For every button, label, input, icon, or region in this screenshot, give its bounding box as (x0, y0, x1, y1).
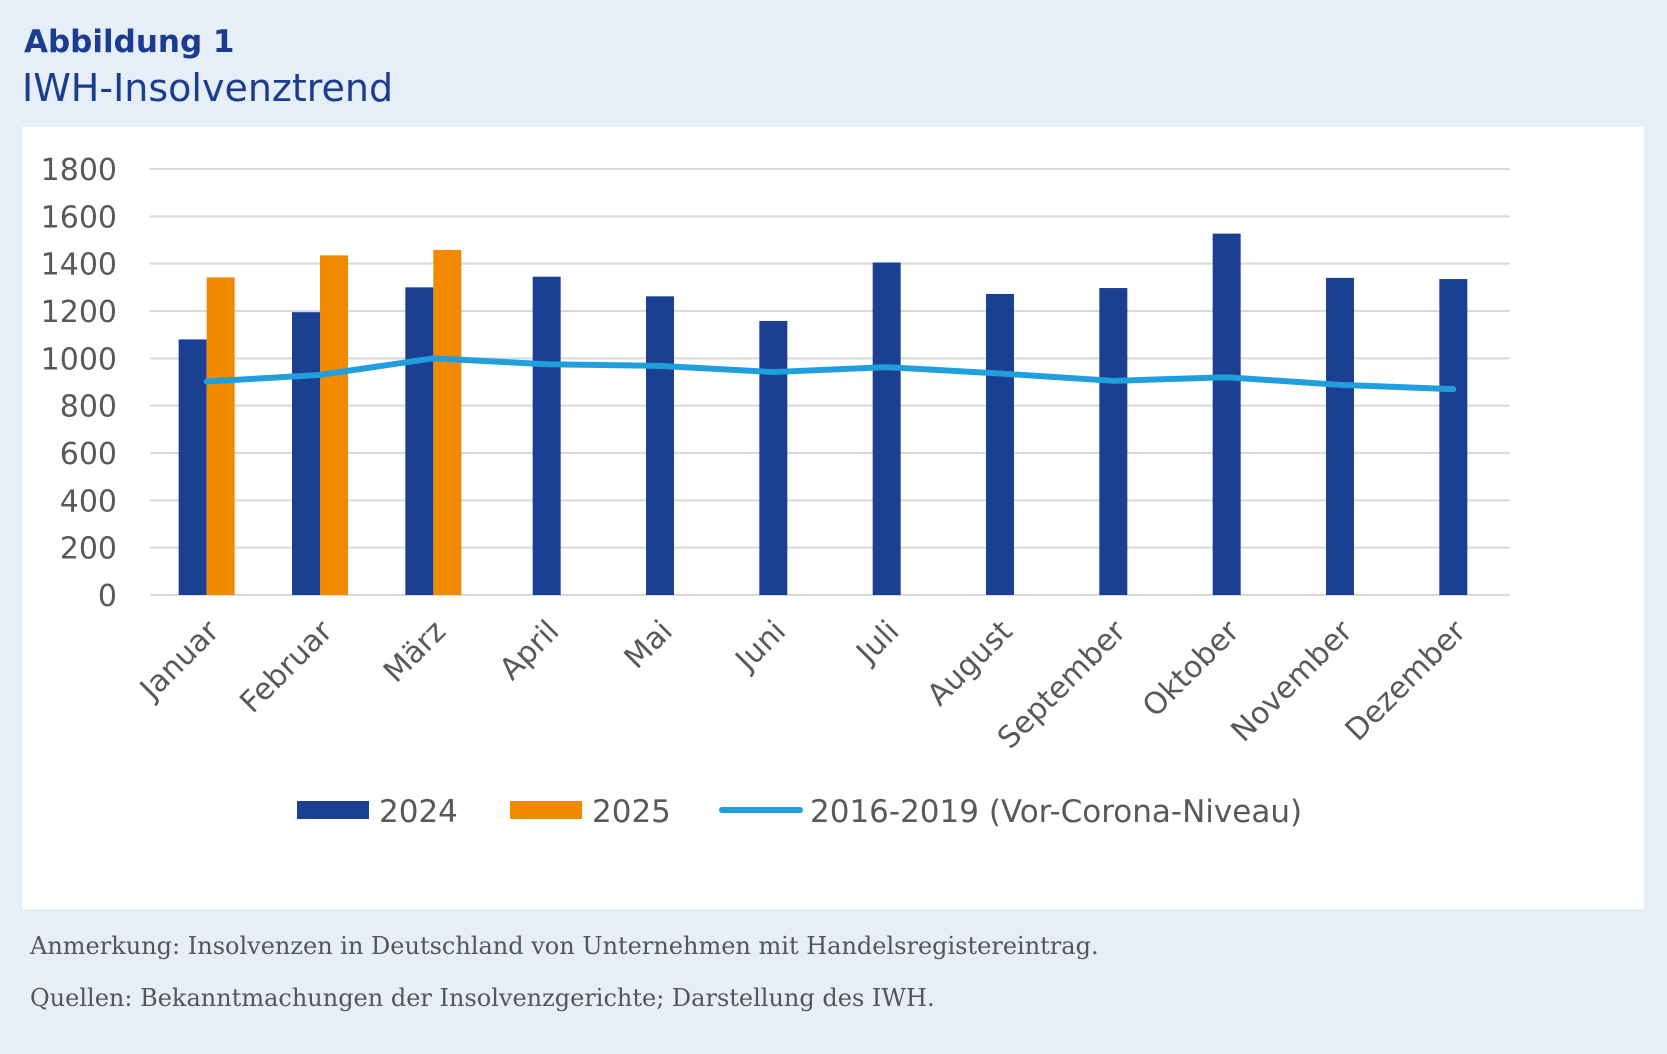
bar-2024 (178, 339, 207, 595)
figure-label: Abbildung 1 (24, 24, 235, 60)
x-tick-label: November (1225, 613, 1361, 749)
legend-label: 2025 (592, 794, 671, 830)
y-tick-label: 1200 (41, 295, 117, 330)
chart-panel: 0 200 400 600 800 1000 1200 1400 1600 1800 Januar F… (22, 127, 1644, 909)
bar-2024 (646, 296, 674, 595)
x-tick-label: Dezember (1339, 613, 1474, 748)
source-note: Quellen: Bekanntmachungen der Insolvenzg… (30, 984, 935, 1012)
legend-swatch (297, 801, 369, 819)
bar-2024 (405, 287, 434, 595)
y-tick-label: 1000 (41, 342, 117, 377)
bar-2025 (206, 277, 235, 595)
bar-2024 (532, 276, 561, 595)
y-tick-label: 600 (60, 437, 117, 472)
bar-2024 (1099, 288, 1128, 595)
x-tick-label: April (493, 614, 566, 687)
x-tick-label: Februar (233, 613, 340, 720)
bar-2024 (759, 320, 788, 595)
bar-2024 (292, 312, 320, 595)
y-tick-label: 0 (98, 579, 117, 614)
y-tick-label: 800 (60, 390, 117, 425)
bar-2024 (986, 293, 1014, 595)
bar-2025 (433, 249, 462, 595)
y-tick-label: 400 (60, 484, 117, 519)
legend-swatch (510, 801, 582, 819)
y-tick-label: 1600 (41, 200, 117, 235)
x-tick-label: Juni (728, 614, 793, 679)
annotation-note: Anmerkung: Insolvenzen in Deutschland vo… (30, 932, 1099, 960)
figure-title: IWH-Insolvenztrend (22, 66, 394, 110)
x-tick-label: Mai (618, 614, 680, 676)
x-tick-label: März (377, 614, 453, 690)
bar-2024 (872, 262, 901, 595)
line-baseline-series (203, 355, 1457, 393)
bar-2024 (1439, 279, 1468, 595)
legend-label: 2024 (379, 794, 458, 830)
x-tick-label: Januar (132, 613, 226, 707)
y-tick-label: 1400 (41, 248, 117, 283)
bar-2024 (1326, 277, 1354, 595)
x-tick-label: Oktober (1136, 613, 1247, 724)
y-tick-label: 1800 (41, 153, 117, 188)
x-tick-label: Juli (849, 614, 907, 672)
chart: 0 200 400 600 800 1000 1200 1400 1600 1800 Januar F… (41, 153, 1510, 830)
y-tick-label: 200 (60, 532, 117, 567)
legend-label: 2016-2019 (Vor-Corona-Niveau) (810, 794, 1302, 830)
bar-2024 (1212, 233, 1241, 596)
x-tick-label: August (921, 614, 1020, 713)
bar-2025 (320, 255, 348, 595)
